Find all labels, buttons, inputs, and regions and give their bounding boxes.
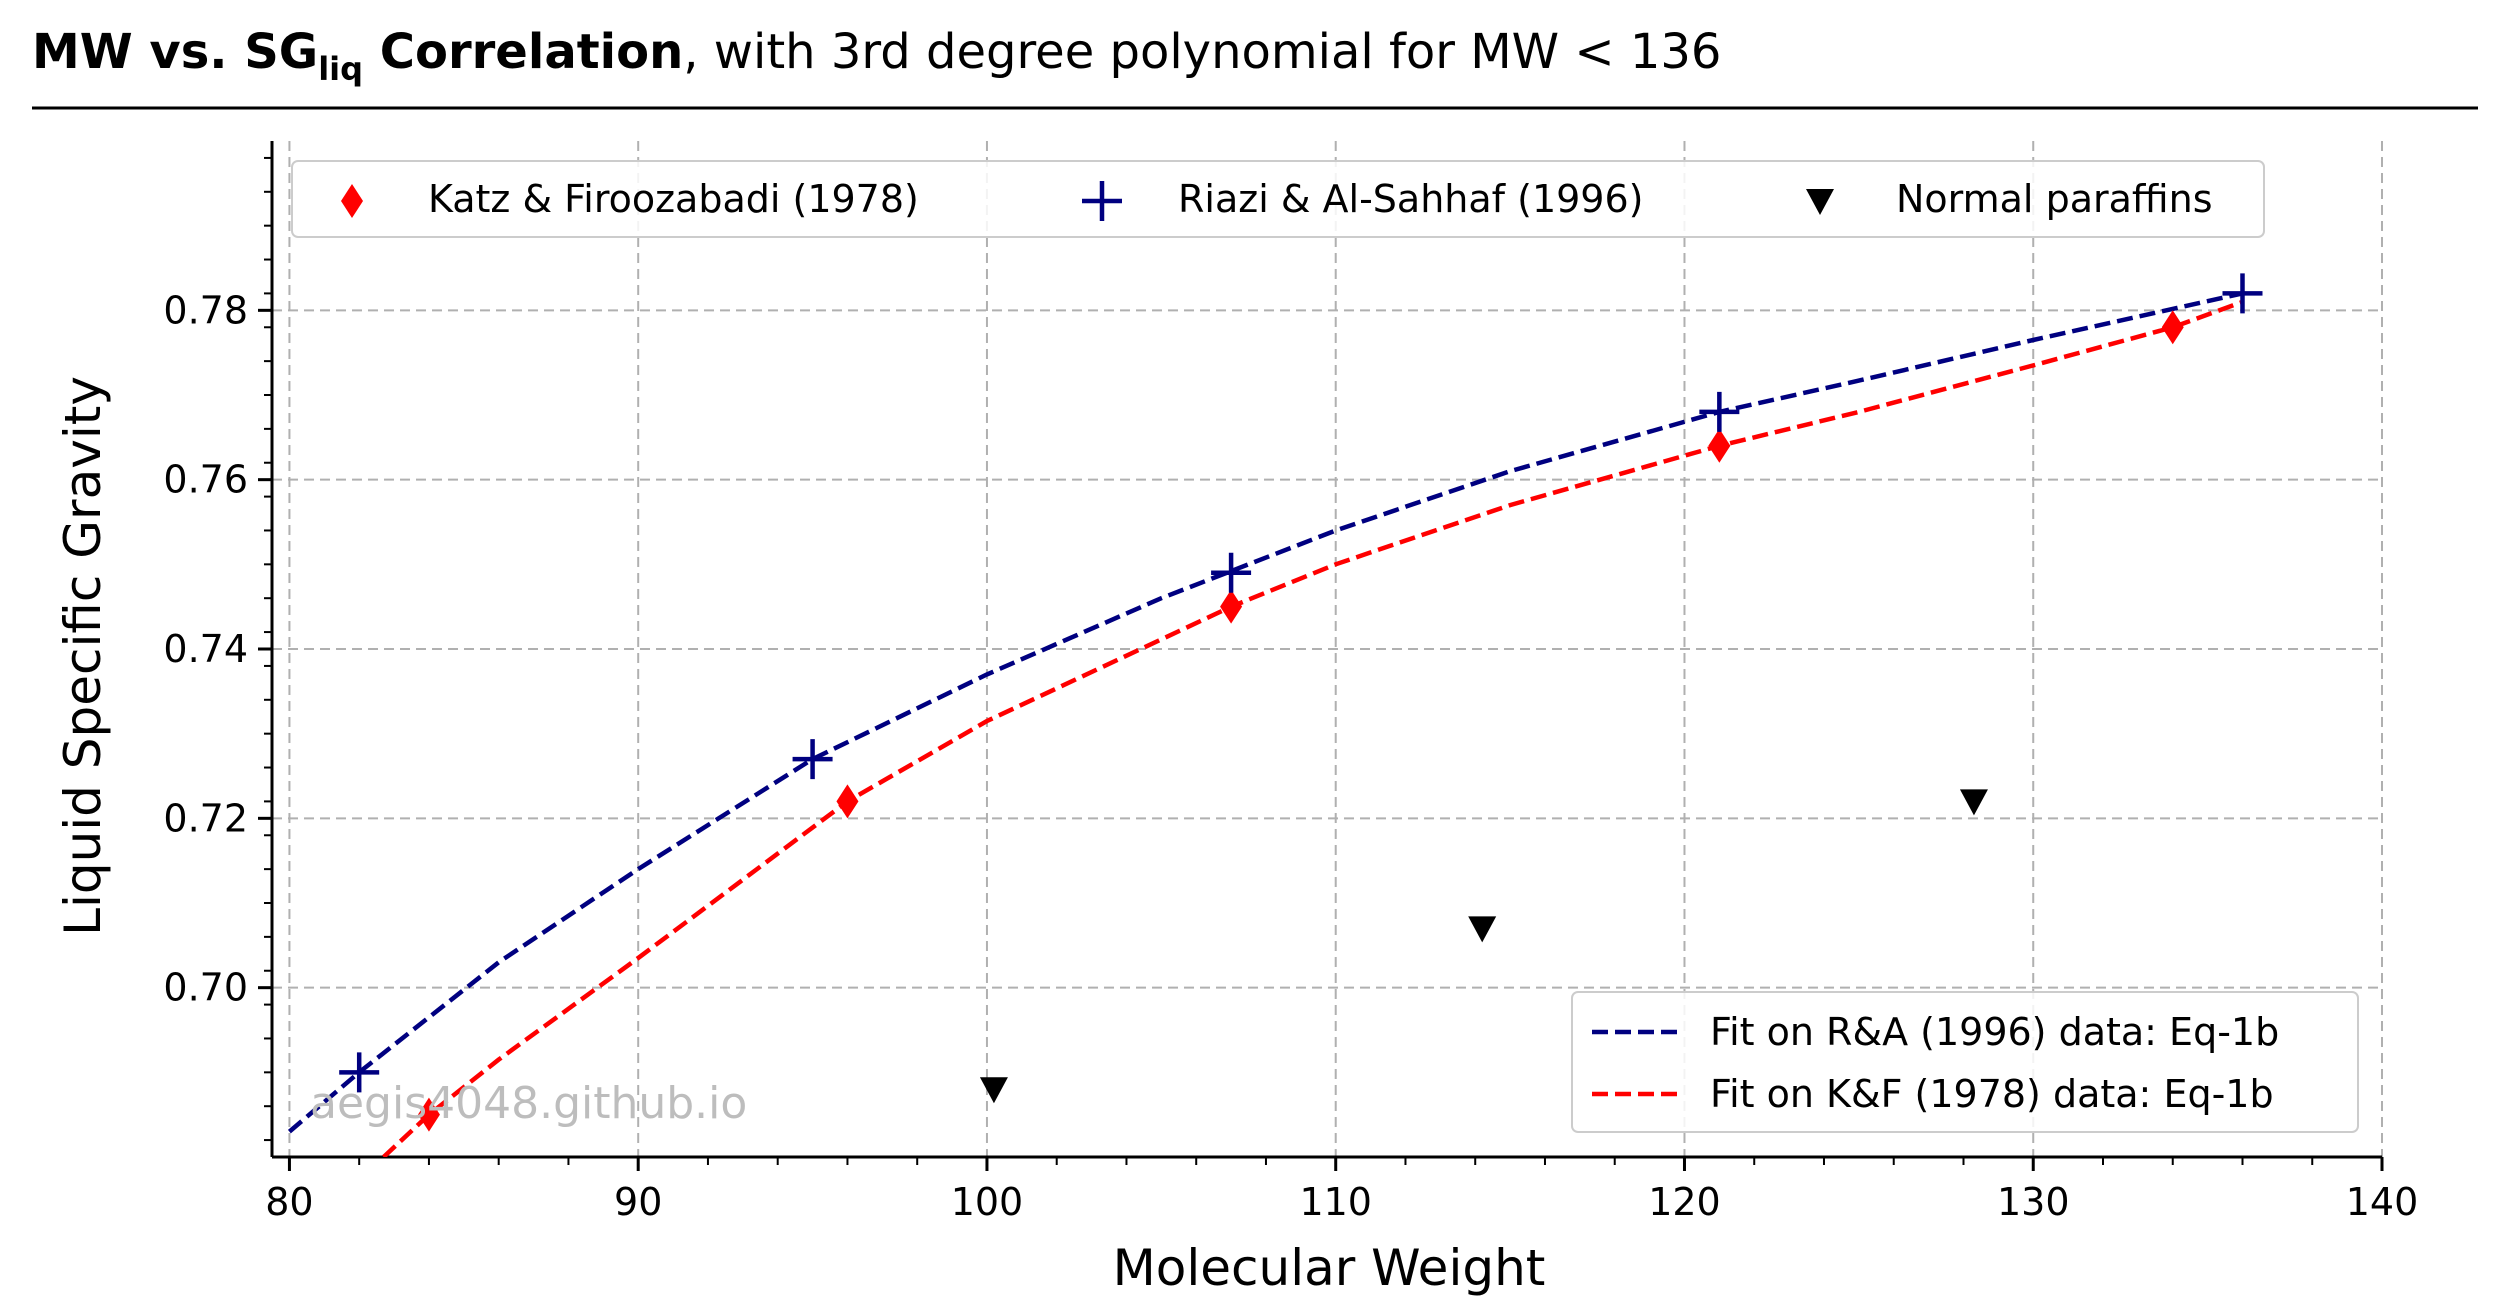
- x-tick-label: 80: [265, 1180, 313, 1224]
- triangle-down-marker: [1959, 789, 1988, 816]
- title-sg: SG: [244, 24, 318, 80]
- legend-line-label: Fit on K&F (1978) data: Eq-1b: [1710, 1072, 2274, 1116]
- legend-lines: Fit on R&A (1996) data: Eq-1b Fit on K&F …: [1571, 991, 2359, 1133]
- plus-marker: [1211, 552, 1252, 593]
- legend-top: Katz & Firoozabadi (1978) Riazi & Al-Sahh…: [291, 160, 2265, 238]
- diamond-marker: [2161, 310, 2184, 345]
- plus-marker: [2222, 273, 2263, 314]
- diamond-marker: [341, 184, 363, 218]
- data-points: [339, 273, 2263, 1132]
- diamond-marker: [417, 1097, 440, 1132]
- fit-line: [287, 291, 2243, 1134]
- ticks: 80 90 100 110 120 130 140 0.70 0.72 0.74 0.76 0.78: [163, 156, 2419, 1224]
- y-tick-label: 0.78: [163, 288, 248, 332]
- x-tick-label: 130: [1997, 1180, 2070, 1224]
- fit-line: [382, 299, 2244, 1157]
- diamond-marker: [1220, 589, 1243, 624]
- x-tick-label: 90: [614, 1180, 662, 1224]
- y-tick-label: 0.74: [163, 627, 248, 671]
- legend-top-label: Riazi & Al-Sahhaf (1996): [1178, 177, 1643, 221]
- title-subscript: liq: [318, 50, 363, 88]
- y-axis-label: Liquid Specific Gravity: [54, 376, 112, 936]
- x-tick-label: 120: [1648, 1180, 1721, 1224]
- y-tick-label: 0.70: [163, 966, 248, 1010]
- grid: [272, 141, 2383, 1157]
- legend-lines-frame: [1571, 991, 2359, 1133]
- diamond-marker: [836, 784, 859, 819]
- triangle-down-marker: [979, 1077, 1008, 1104]
- legend-line-label: Fit on R&A (1996) data: Eq-1b: [1710, 1010, 2279, 1054]
- diamond-marker: [1708, 428, 1731, 463]
- title-part-1: MW vs.: [32, 24, 244, 80]
- triangle-down-marker: [1468, 916, 1497, 943]
- triangle-down-marker: [1806, 189, 1834, 215]
- x-tick-label: 140: [2346, 1180, 2419, 1224]
- y-tick-label: 0.76: [163, 458, 248, 502]
- legend-top-frame: [291, 160, 2265, 238]
- watermark: aegis4048.github.io: [310, 1078, 747, 1129]
- fit-lines: [287, 291, 2244, 1157]
- legend-top-label: Normal paraffins: [1896, 177, 2213, 221]
- x-tick-label: 100: [951, 1180, 1024, 1224]
- plus-marker: [339, 1052, 380, 1093]
- plus-marker: [792, 739, 833, 780]
- x-axis-label: Molecular Weight: [1113, 1239, 1546, 1297]
- x-tick-label: 110: [1299, 1180, 1372, 1224]
- y-tick-label: 0.72: [163, 796, 248, 840]
- legend-top-label: Katz & Firoozabadi (1978): [428, 177, 919, 221]
- chart-title: MW vs. SGliq Correlation, with 3rd degre…: [32, 24, 1721, 88]
- plus-marker: [1082, 181, 1122, 221]
- title-part-2: Correlation: [363, 24, 683, 80]
- title-normal: , with 3rd degree polynomial for MW < 13…: [683, 24, 1721, 80]
- plus-marker: [1699, 391, 1740, 432]
